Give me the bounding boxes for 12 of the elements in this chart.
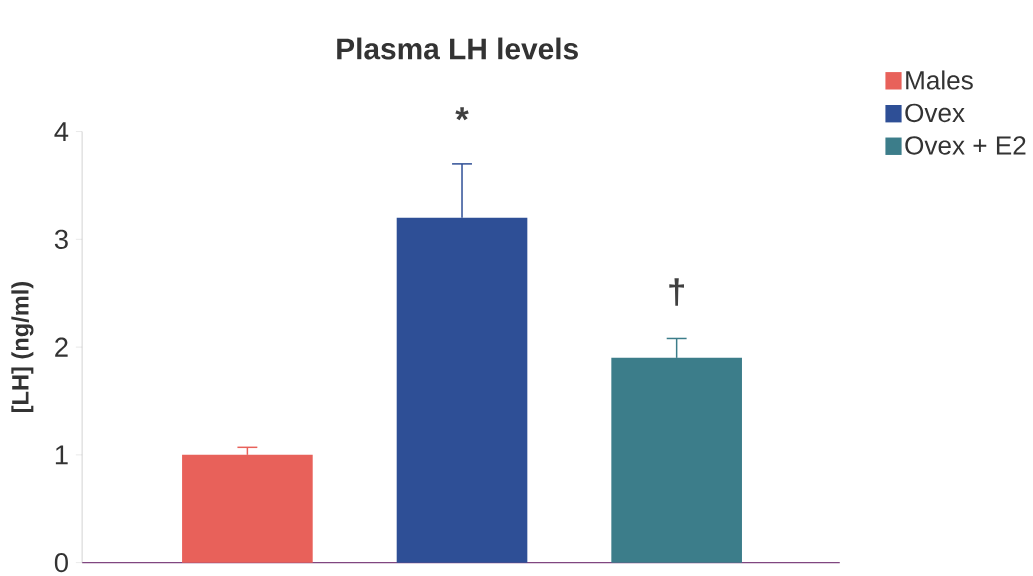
y-tick-label: 3: [54, 229, 68, 249]
y-tick-label: 0: [54, 552, 68, 573]
y-tick-label: 4: [54, 121, 69, 141]
text: *: [455, 107, 469, 121]
legend-label: Males: [906, 70, 973, 90]
y-tick-label: 2: [55, 337, 68, 357]
y-axis-title: [LH] (ng/ml): [11, 281, 34, 412]
y-tick-label: 1: [55, 445, 68, 465]
legend-label: Ovex + E2: [905, 135, 1026, 155]
chart-title: Plasma LH levels: [337, 37, 578, 60]
annotation: †: [669, 278, 684, 306]
legend-label: Ovex: [905, 103, 965, 122]
